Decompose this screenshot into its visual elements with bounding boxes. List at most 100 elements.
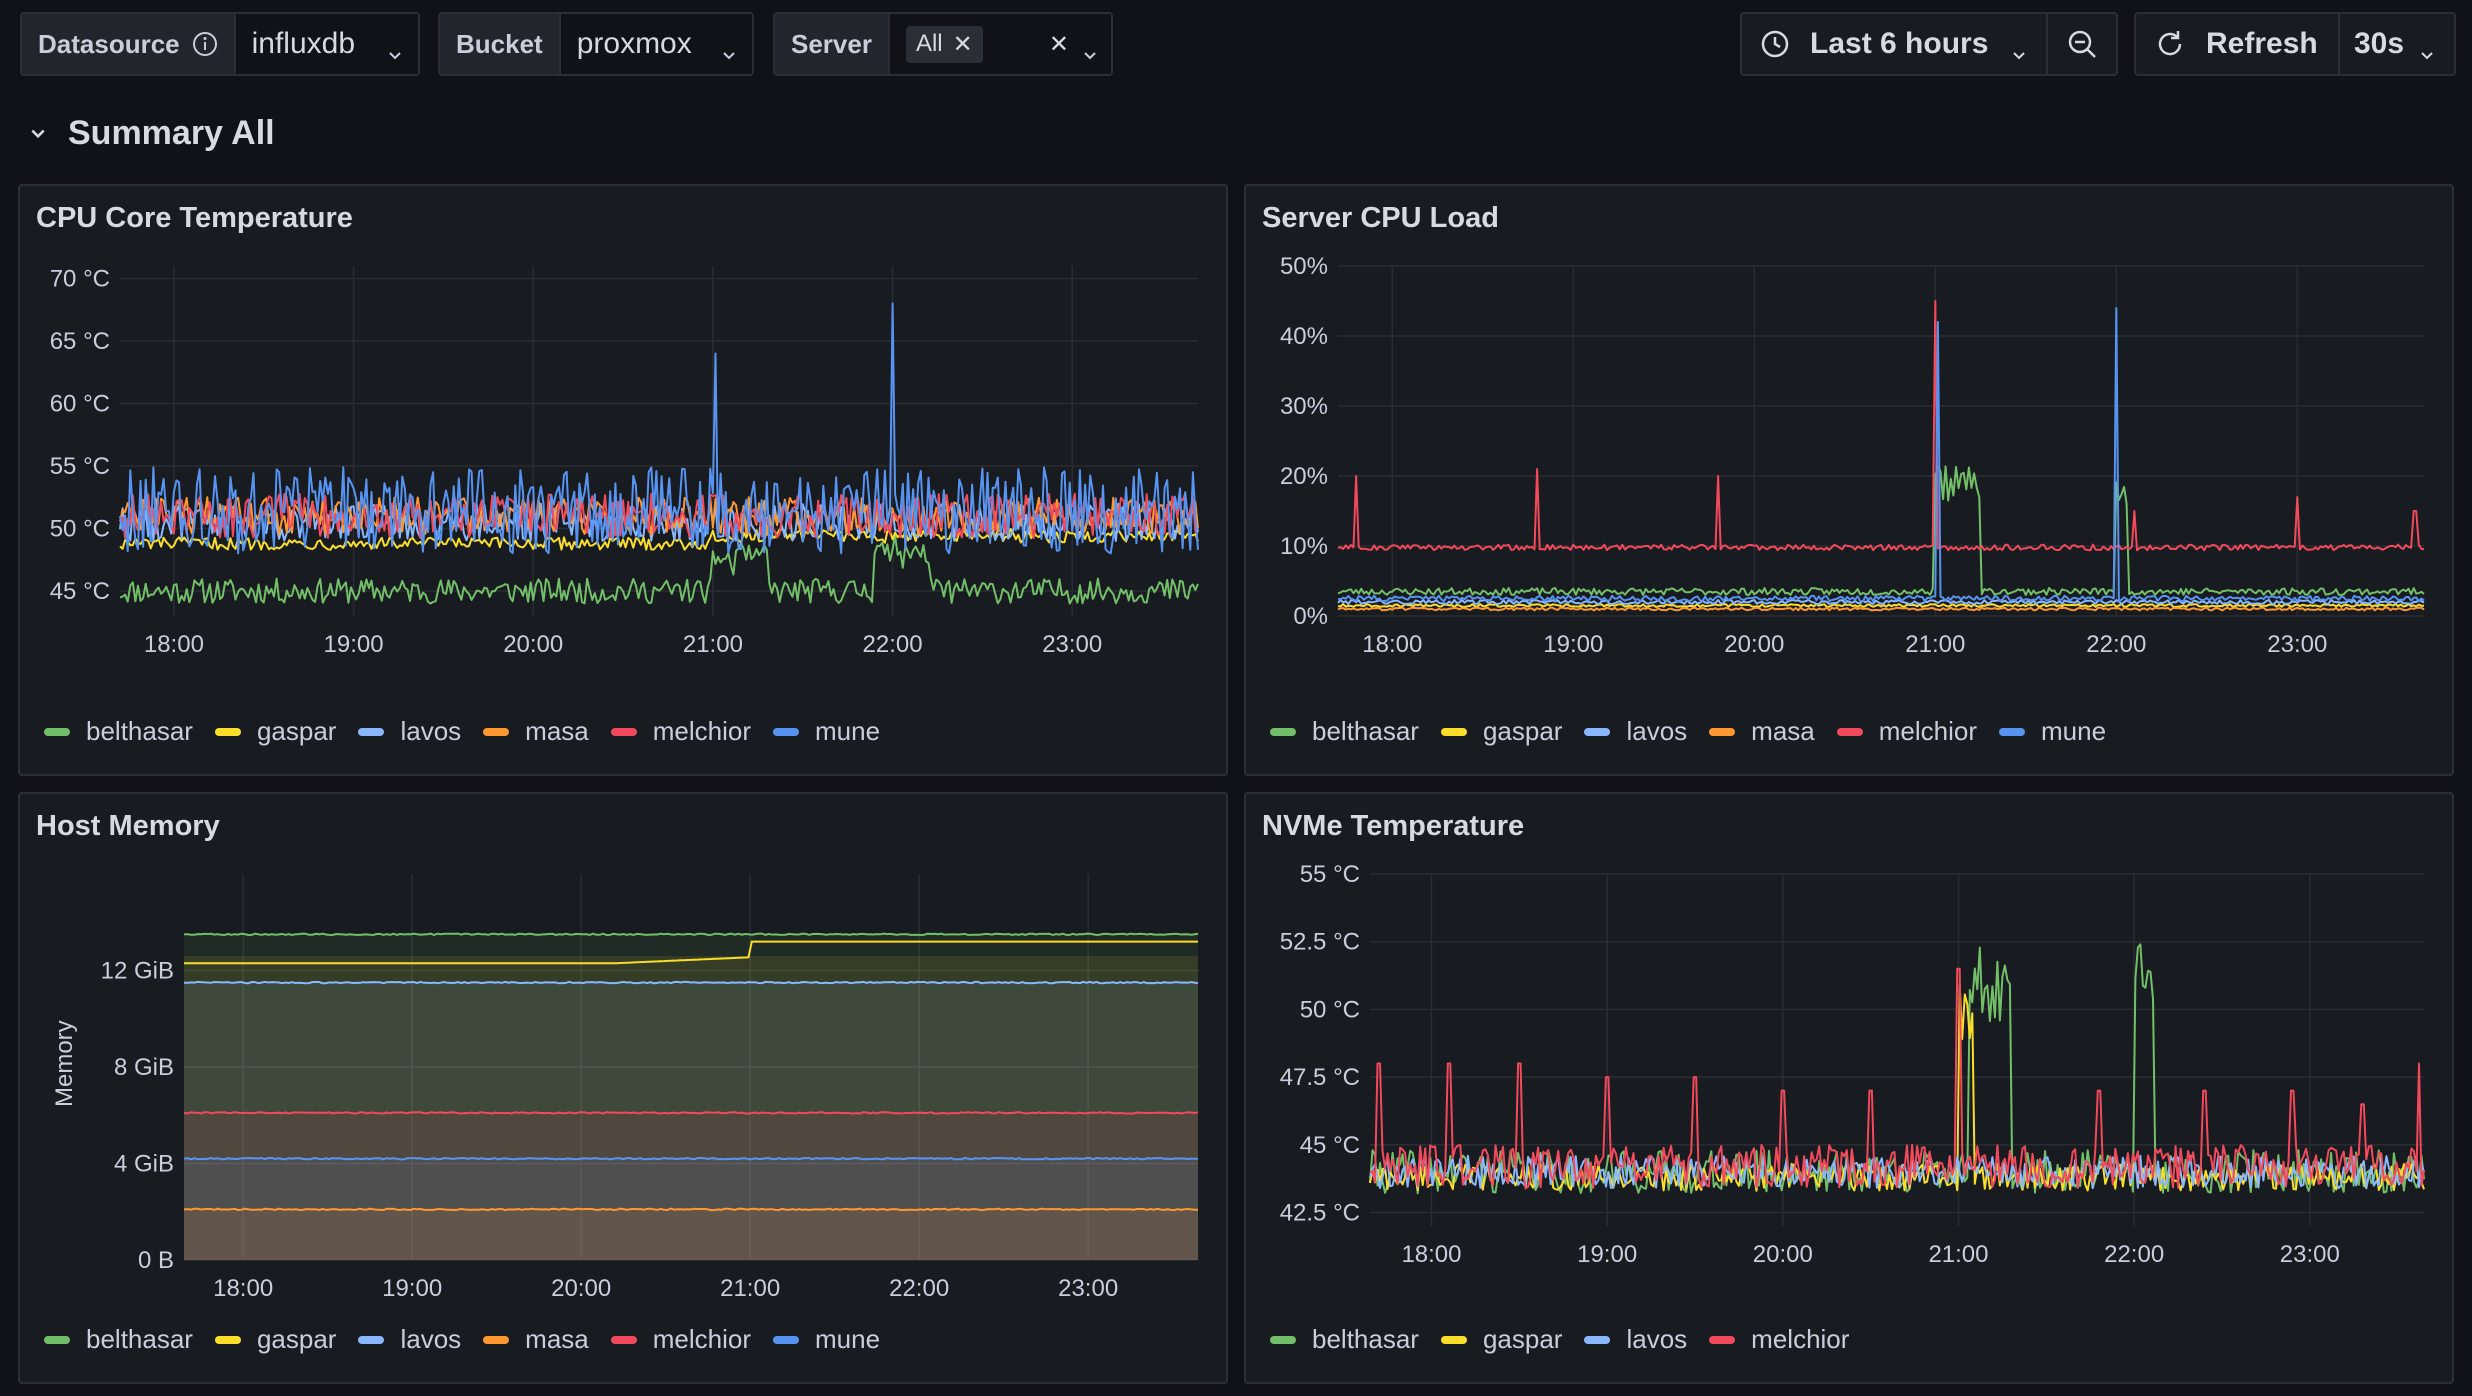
y-tick-label: 8 GiB — [114, 1054, 174, 1081]
legend-item-melchior[interactable]: melchior — [1836, 716, 1977, 747]
series-line-belthasar[interactable] — [1337, 465, 2425, 596]
server-chip[interactable]: All ✕ — [905, 25, 983, 63]
legend-swatch — [1836, 727, 1863, 736]
time-range-value: Last 6 hours — [1810, 27, 1989, 60]
legend-swatch — [1584, 1335, 1611, 1344]
legend-swatch — [1270, 1335, 1296, 1344]
legend-label: mune — [815, 1324, 881, 1354]
server-picker[interactable]: Server All ✕ ✕ — [773, 12, 1113, 76]
series-area-belthasar — [184, 934, 1198, 1260]
legend-label: belthasar — [86, 1324, 193, 1354]
legend: belthasar gaspar lavos masa melchior mune — [44, 1324, 902, 1355]
legend-item-mune[interactable]: mune — [1999, 716, 2106, 747]
panel-cpu-core-temperature[interactable]: CPU Core Temperature 45 °C 50 °C 55 °C 60 °… — [18, 184, 1228, 776]
legend-item-lavos[interactable]: lavos — [358, 1324, 461, 1355]
chart-nvme-temp[interactable]: 42.5 °C 45 °C 47.5 °C 50 °C 52.5 °C 55 °C 18:0… — [1246, 794, 2452, 1382]
series-line-belthasar[interactable] — [119, 534, 1199, 605]
legend-swatch — [1709, 727, 1736, 736]
bucket-select[interactable]: proxmox — [560, 14, 752, 74]
x-tick-label: 23:00 — [1042, 631, 1102, 658]
panel-host-memory[interactable]: Host Memory 0 B 4 GiB 8 GiB 12 GiB 18:00 19:0… — [18, 792, 1228, 1384]
panel-server-cpu-load[interactable]: Server CPU Load 0% 10% 20% 30% 40% 50% 18:00 19… — [1244, 184, 2454, 776]
legend-item-masa[interactable]: masa — [483, 716, 589, 747]
legend-swatch — [773, 727, 799, 736]
server-select[interactable]: All ✕ ✕ — [889, 14, 1111, 74]
legend-item-belthasar[interactable]: belthasar — [1270, 716, 1419, 747]
series-line-gaspar[interactable] — [119, 528, 1199, 551]
legend-item-masa[interactable]: masa — [1709, 716, 1815, 747]
legend-item-belthasar[interactable]: belthasar — [44, 716, 193, 747]
x-tick-label: 21:00 — [720, 1275, 780, 1302]
panel-title: CPU Core Temperature — [36, 202, 353, 234]
chart-cpu-load[interactable]: 0% 10% 20% 30% 40% 50% 18:00 19:00 20:00 21:00 22:… — [1246, 186, 2452, 774]
legend-item-lavos[interactable]: lavos — [1584, 716, 1687, 747]
legend-item-mune[interactable]: mune — [773, 1324, 880, 1355]
y-tick-label: 50 °C — [1300, 996, 1360, 1023]
legend-item-melchior[interactable]: melchior — [610, 1324, 751, 1355]
series-line-melchior[interactable] — [1337, 300, 2425, 552]
y-tick-label: 4 GiB — [114, 1151, 174, 1178]
datasource-select[interactable]: influxdb — [235, 14, 418, 74]
series-line-mune[interactable] — [119, 302, 1199, 555]
x-tick-label: 19:00 — [324, 631, 384, 658]
legend-item-gaspar[interactable]: gaspar — [1440, 1324, 1562, 1355]
row-header[interactable]: Summary All — [30, 114, 275, 153]
legend-item-masa[interactable]: masa — [483, 1324, 589, 1355]
refresh-button[interactable]: Refresh — [2134, 12, 2340, 76]
legend-item-gaspar[interactable]: gaspar — [1440, 716, 1562, 747]
chart-cpu-temp[interactable]: 45 °C 50 °C 55 °C 60 °C 65 °C 70 °C 18:00 19:00… — [20, 186, 1226, 774]
x-tick-label: 18:00 — [1401, 1241, 1461, 1268]
legend-item-belthasar[interactable]: belthasar — [1270, 1324, 1419, 1355]
refresh-label: Refresh — [2206, 27, 2318, 60]
chevron-down-icon[interactable] — [30, 126, 46, 142]
chart-host-memory[interactable]: 0 B 4 GiB 8 GiB 12 GiB 18:00 19:00 20:00 21:00 2… — [20, 794, 1226, 1382]
time-range-picker[interactable]: Last 6 hours — [1740, 12, 2048, 76]
series-line-mune[interactable] — [1337, 307, 2425, 603]
series-line-belthasar[interactable] — [183, 932, 1199, 937]
x-tick-label: 19:00 — [1577, 1241, 1637, 1268]
series-line-masa[interactable] — [183, 1207, 1198, 1212]
series-line-mune[interactable] — [183, 1156, 1199, 1161]
legend-item-melchior[interactable]: melchior — [610, 716, 751, 747]
refresh-icon — [2154, 28, 2186, 60]
x-tick-label: 23:00 — [2280, 1241, 2340, 1268]
chevron-down-icon — [388, 37, 402, 60]
legend-label: lavos — [1626, 1324, 1688, 1354]
legend-item-belthasar[interactable]: belthasar — [44, 1324, 193, 1355]
series-line-gaspar[interactable] — [184, 940, 1198, 965]
bucket-picker[interactable]: Bucket proxmox — [438, 12, 754, 76]
legend-label: belthasar — [86, 716, 193, 746]
clear-icon[interactable]: ✕ — [1048, 30, 1069, 58]
legend-item-gaspar[interactable]: gaspar — [214, 716, 336, 747]
legend-label: masa — [525, 716, 589, 746]
series-line-melchior[interactable] — [1369, 967, 2425, 1189]
y-tick-label: 42.5 °C — [1280, 1199, 1360, 1226]
legend-item-lavos[interactable]: lavos — [358, 716, 461, 747]
series-line-lavos[interactable] — [1337, 598, 2425, 606]
series-line-masa[interactable] — [1337, 606, 2425, 612]
series-line-melchior[interactable] — [183, 1111, 1199, 1115]
datasource-picker[interactable]: Datasource influxdb — [20, 12, 420, 76]
remove-chip-icon[interactable]: ✕ — [952, 30, 973, 58]
panel-nvme-temperature[interactable]: NVMe Temperature 42.5 °C 45 °C 47.5 °C 50 °… — [1244, 792, 2454, 1384]
panel-title: NVMe Temperature — [1262, 810, 1525, 842]
legend-item-lavos[interactable]: lavos — [1584, 1324, 1687, 1355]
legend-item-melchior[interactable]: melchior — [1709, 1324, 1849, 1355]
legend-swatch — [44, 1335, 70, 1344]
chevron-down-icon — [722, 37, 736, 60]
legend-label: mune — [2041, 716, 2107, 746]
panel-title: Server CPU Load — [1262, 202, 1499, 234]
y-tick-label: 52.5 °C — [1280, 929, 1360, 956]
series-line-gaspar[interactable] — [1337, 603, 2425, 608]
y-tick-label: 30% — [1280, 393, 1328, 420]
series-line-lavos[interactable] — [183, 980, 1199, 985]
legend-label: masa — [525, 1324, 589, 1354]
legend-item-mune[interactable]: mune — [773, 716, 880, 747]
legend-swatch — [1270, 727, 1296, 736]
legend-swatch — [610, 727, 637, 736]
zoom-out-icon — [2066, 28, 2098, 60]
refresh-interval-picker[interactable]: 30s — [2338, 12, 2456, 76]
zoom-out-button[interactable] — [2046, 12, 2118, 76]
legend-swatch — [214, 727, 241, 736]
legend-item-gaspar[interactable]: gaspar — [214, 1324, 336, 1355]
